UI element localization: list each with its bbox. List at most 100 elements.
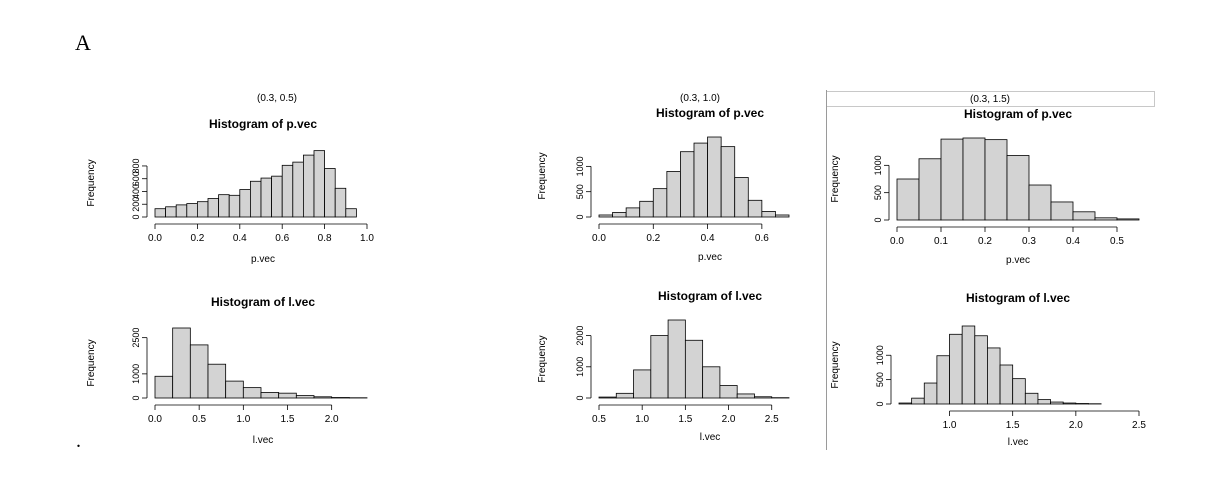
histogram-bar (1024, 392, 1039, 405)
histogram-bar (999, 364, 1014, 405)
x-tick-label: 0.2 (646, 233, 660, 244)
histogram-bar (911, 397, 925, 405)
x-tick-label: 0.3 (1022, 236, 1036, 247)
panel-divider (826, 90, 827, 450)
y-tick-label: 500 (873, 185, 883, 200)
x-axis-label: l.vec (253, 435, 274, 446)
x-axis-label: p.vec (1006, 255, 1030, 266)
histogram-bar (719, 385, 738, 399)
histogram-bar (987, 347, 1001, 405)
x-tick-label: 0.8 (318, 233, 332, 244)
x-tick-label: 0.4 (233, 233, 247, 244)
y-tick-label: 500 (575, 184, 585, 199)
x-tick-label: 2.5 (765, 414, 779, 425)
histogram-bar (736, 393, 755, 399)
y-tick-label: 600 (131, 171, 141, 186)
histogram-bar (1012, 378, 1026, 405)
x-tick-label: 0.4 (1066, 236, 1080, 247)
y-axis-label: Frequency (86, 159, 97, 206)
y-axis-label: Frequency (830, 155, 841, 202)
histogram-bar (734, 177, 749, 218)
x-tick-label: 0.6 (275, 233, 289, 244)
histogram-bar (345, 208, 357, 218)
histogram-bar (334, 187, 347, 218)
footer-dot: . (76, 430, 81, 452)
y-tick-label: 0 (131, 214, 141, 219)
set-label-3: (0.3, 1.5) (969, 94, 1011, 105)
x-tick-label: 0.0 (890, 236, 904, 247)
y-axis-label: Frequency (830, 341, 841, 388)
panel-label: A (75, 30, 91, 55)
x-tick-label: 0.0 (592, 233, 606, 244)
x-tick-label: 0.6 (755, 233, 769, 244)
y-axis-label: Frequency (86, 339, 97, 386)
x-axis-label: p.vec (698, 252, 722, 263)
histogram-bar (936, 355, 950, 405)
y-tick-label: 500 (875, 372, 885, 387)
chart-title: Histogram of p.vec (656, 106, 764, 120)
x-tick-label: 1.5 (678, 414, 692, 425)
x-tick-label: 0.5 (1110, 236, 1124, 247)
histogram-bar (702, 366, 721, 399)
histogram-bar (1072, 211, 1096, 221)
set-label-2: (0.3, 1.0) (679, 93, 721, 104)
x-tick-label: 1.0 (236, 414, 250, 425)
y-axis-label: Frequency (537, 152, 548, 199)
chart-title: Histogram of l.vec (211, 295, 315, 309)
x-tick-label: 2.0 (325, 414, 339, 425)
x-tick-label: 1.0 (635, 414, 649, 425)
y-tick-label: 1000 (575, 357, 585, 377)
histogram-bar (761, 211, 776, 218)
x-tick-label: 2.5 (1132, 420, 1146, 431)
x-tick-label: 0.2 (978, 236, 992, 247)
x-tick-label: 1.0 (360, 233, 374, 244)
histogram-bar (961, 325, 976, 405)
y-tick-label: 1000 (575, 156, 585, 176)
set-label-1: (0.3, 0.5) (256, 93, 298, 104)
y-tick-label: 1000 (131, 364, 141, 384)
x-axis-label: p.vec (251, 254, 275, 265)
y-tick-label: 0 (575, 214, 585, 219)
histogram-bar (1050, 201, 1074, 221)
y-tick-label: 2500 (131, 328, 141, 348)
y-tick-label: 0 (875, 401, 885, 406)
y-tick-label: 800 (131, 158, 141, 173)
set-header-box (827, 91, 1155, 107)
histogram-bar (923, 382, 938, 405)
x-tick-label: 1.0 (943, 420, 957, 431)
y-tick-label: 1000 (873, 155, 883, 175)
histogram-bar (1062, 402, 1077, 405)
chart-title: Histogram of p.vec (209, 117, 317, 131)
histogram-bar (1116, 218, 1140, 221)
y-tick-label: 0 (575, 395, 585, 400)
x-tick-label: 1.5 (1006, 420, 1020, 431)
chart-title: Histogram of p.vec (964, 107, 1072, 121)
chart-title: Histogram of l.vec (658, 289, 762, 303)
y-tick-label: 0 (873, 217, 883, 222)
histogram-bar (1037, 399, 1051, 405)
histogram-bar (775, 214, 790, 218)
histogram-bar (949, 333, 963, 405)
x-axis-label: l.vec (700, 432, 721, 443)
y-tick-label: 1000 (875, 345, 885, 365)
x-tick-label: 0.1 (934, 236, 948, 247)
x-tick-label: 0.0 (148, 233, 162, 244)
x-tick-label: 0.2 (190, 233, 204, 244)
x-tick-label: 2.0 (722, 414, 736, 425)
histogram-bar (974, 335, 988, 405)
x-tick-label: 2.0 (1069, 420, 1083, 431)
x-tick-label: 0.5 (592, 414, 606, 425)
histogram-bar (1050, 401, 1064, 405)
x-axis-label: l.vec (1008, 437, 1029, 448)
y-tick-label: 200 (131, 197, 141, 212)
y-tick-label: 400 (131, 184, 141, 199)
histogram-bar (898, 402, 913, 405)
histogram-bar (747, 199, 763, 218)
chart-title: Histogram of l.vec (966, 291, 1070, 305)
